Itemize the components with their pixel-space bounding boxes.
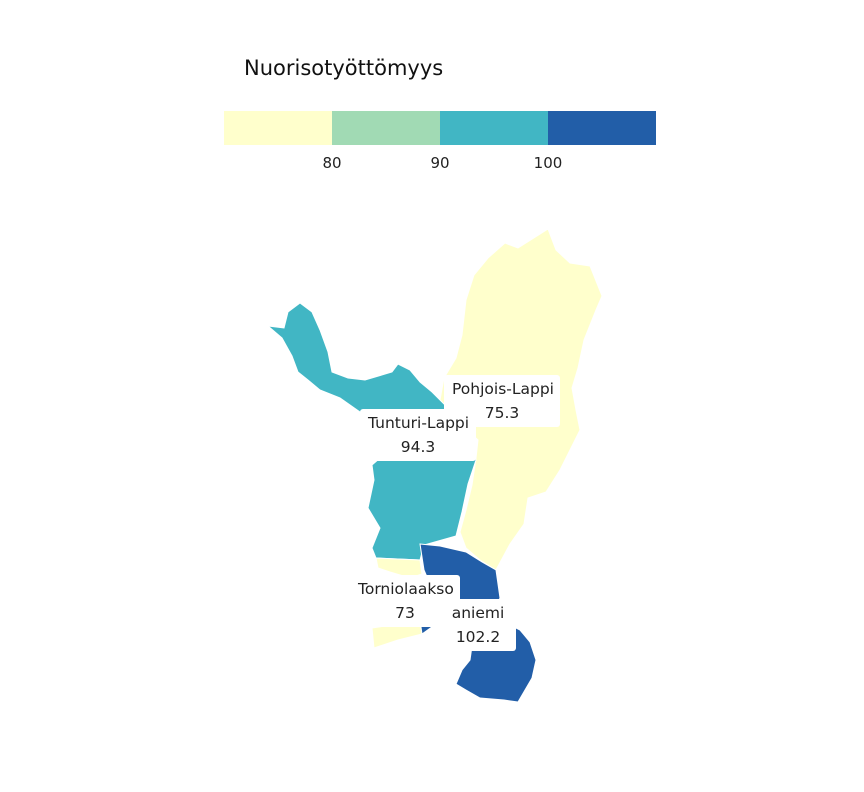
legend-tick-90: 90 (430, 154, 450, 172)
label-rovaniemi-name: aniemi (451, 604, 505, 622)
label-torniolaakso-value: 73 (395, 604, 415, 622)
legend-color-bar (224, 111, 656, 145)
label-rovaniemi-value: 102.2 (455, 628, 501, 646)
label-pohjois-lappi-name: Pohjois-Lappi (452, 380, 554, 398)
legend-title: Nuorisotyöttömyys (244, 56, 444, 80)
legend-bin-2 (332, 111, 440, 145)
region-tunturi-lappi[interactable] (266, 302, 477, 561)
legend-bin-4 (548, 111, 656, 145)
label-torniolaakso-name: Torniolaakso (358, 580, 454, 598)
label-rovaniemi: aniemi 102.2 (440, 599, 516, 651)
label-pohjois-lappi-value: 75.3 (484, 404, 520, 422)
legend-bin-1 (224, 111, 332, 145)
label-tunturi-lappi: Tunturi-Lappi 94.3 (360, 409, 476, 461)
legend-bin-3 (440, 111, 548, 145)
legend-tick-100: 100 (533, 154, 563, 172)
legend-tick-80: 80 (322, 154, 342, 172)
label-tunturi-lappi-name: Tunturi-Lappi (368, 414, 470, 432)
label-tunturi-lappi-value: 94.3 (400, 438, 436, 456)
